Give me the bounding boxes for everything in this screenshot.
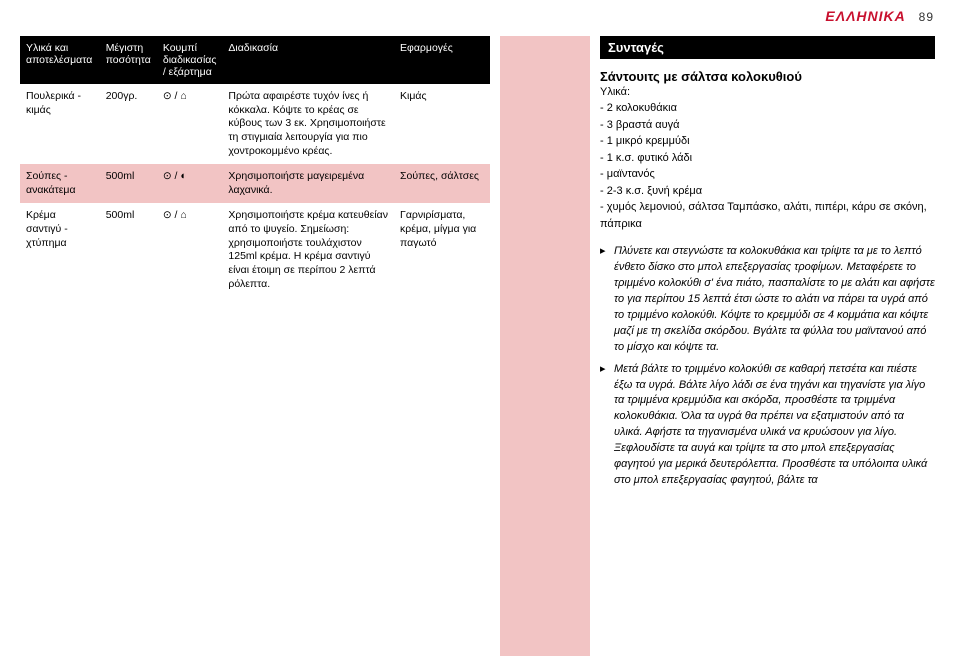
table-cell: 500ml — [100, 164, 157, 203]
right-column: Συνταγές Σάντουιτς με σάλτσα κολοκυθιού … — [600, 36, 935, 495]
th-materials: Υλικά και αποτελέσματα — [20, 36, 100, 84]
table-cell: ⊙ / ⌂ — [157, 84, 223, 164]
th-button: Κουμπί διαδικασίας / εξάρτημα — [157, 36, 223, 84]
table-header: Υλικά και αποτελέσματα Μέγιστη ποσότητα … — [20, 36, 490, 84]
page-header: ΕΛΛΗΝΙΚΑ 89 — [825, 8, 934, 24]
th-qty: Μέγιστη ποσότητα — [100, 36, 157, 84]
table-row: Πουλερικά - κιμάς200γρ.⊙ / ⌂Πρώτα αφαιρέ… — [20, 84, 490, 164]
recipe-step: ▸Πλύνετε και στεγνώστε τα κολοκυθάκια κα… — [600, 244, 935, 356]
triangle-bullet-icon: ▸ — [600, 362, 614, 490]
table-cell: 200γρ. — [100, 84, 157, 164]
table-cell: Σούπες, σάλτσες — [394, 164, 490, 203]
left-column: Υλικά και αποτελέσματα Μέγιστη ποσότητα … — [20, 36, 490, 297]
page-number: 89 — [919, 10, 934, 24]
table-cell: Χρησιμοποιήστε μαγειρεμένα λαχανικά. — [222, 164, 394, 203]
th-procedure: Διαδικασία — [222, 36, 394, 84]
table-cell: Σούπες - ανακάτεμα — [20, 164, 100, 203]
list-item: 2-3 κ.σ. ξυνή κρέμα — [600, 183, 935, 200]
table-cell: ⊙ / ⌂ — [157, 203, 223, 297]
table-cell: Κιμάς — [394, 84, 490, 164]
section-title: Συνταγές — [600, 36, 935, 59]
table-cell: Γαρνιρίσματα, κρέμα, μίγμα για παγωτό — [394, 203, 490, 297]
table-cell: Χρησιμοποιήστε κρέμα κατευθείαν από το ψ… — [222, 203, 394, 297]
step-text: Πλύνετε και στεγνώστε τα κολοκυθάκια και… — [614, 244, 935, 356]
list-item: 2 κολοκυθάκια — [600, 100, 935, 117]
recipe-steps: ▸Πλύνετε και στεγνώστε τα κολοκυθάκια κα… — [600, 244, 935, 489]
language-label: ΕΛΛΗΝΙΚΑ — [825, 8, 905, 24]
table-cell: Πρώτα αφαιρέστε τυχόν ίνες ή κόκκαλα. Κό… — [222, 84, 394, 164]
list-item: 3 βραστά αυγά — [600, 117, 935, 134]
triangle-bullet-icon: ▸ — [600, 244, 614, 356]
table-cell: 500ml — [100, 203, 157, 297]
table-cell: Κρέμα σαντιγύ - χτύπημα — [20, 203, 100, 297]
table-cell: Πουλερικά - κιμάς — [20, 84, 100, 164]
list-item: 1 κ.σ. φυτικό λάδι — [600, 150, 935, 167]
ingredients-label: Υλικά: — [600, 86, 935, 98]
th-applications: Εφαρμογές — [394, 36, 490, 84]
list-item: 1 μικρό κρεμμύδι — [600, 133, 935, 150]
table-row: Σούπες - ανακάτεμα500ml⊙ / ◐Χρησιμοποιήσ… — [20, 164, 490, 203]
list-item: χυμός λεμονιού, σάλτσα Ταμπάσκο, αλάτι, … — [600, 199, 935, 232]
ingredients-list: 2 κολοκυθάκια3 βραστά αυγά1 μικρό κρεμμύ… — [600, 100, 935, 232]
pink-divider-strip — [500, 36, 590, 656]
table-body: Πουλερικά - κιμάς200γρ.⊙ / ⌂Πρώτα αφαιρέ… — [20, 84, 490, 297]
recipe-step: ▸Μετά βάλτε το τριμμένο κολοκύθι σε καθα… — [600, 362, 935, 490]
table-cell: ⊙ / ◐ — [157, 164, 223, 203]
table-row: Κρέμα σαντιγύ - χτύπημα500ml⊙ / ⌂Χρησιμο… — [20, 203, 490, 297]
step-text: Μετά βάλτε το τριμμένο κολοκύθι σε καθαρ… — [614, 362, 935, 490]
ingredients-table: Υλικά και αποτελέσματα Μέγιστη ποσότητα … — [20, 36, 490, 297]
recipe-title: Σάντουιτς με σάλτσα κολοκυθιού — [600, 69, 935, 84]
list-item: μαϊντανός — [600, 166, 935, 183]
